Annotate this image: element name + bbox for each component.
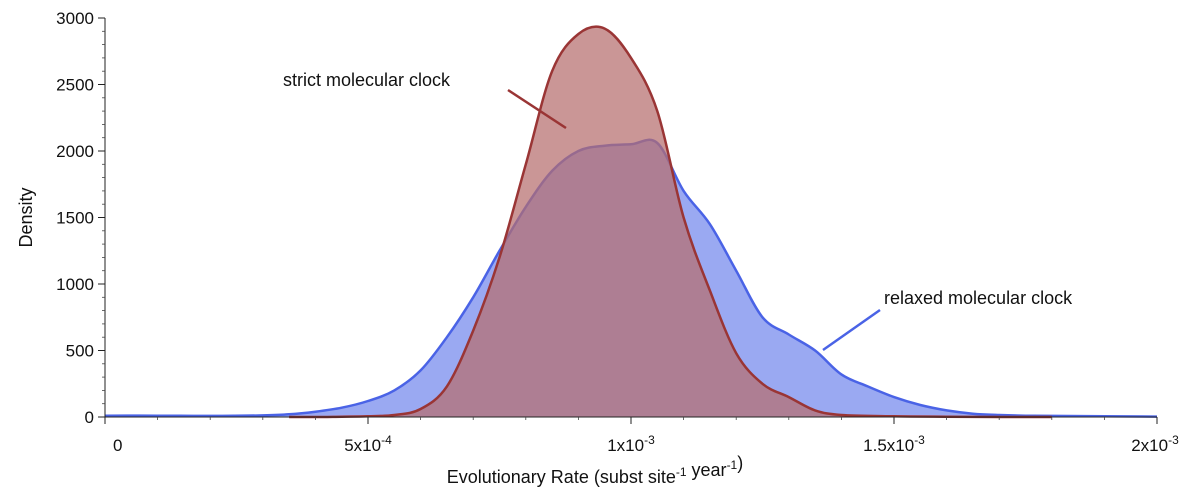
strict-clock-label: strict molecular clock — [283, 70, 451, 90]
y-tick-label: 1500 — [56, 209, 94, 228]
y-tick-label: 0 — [85, 408, 94, 427]
y-tick-label: 3000 — [56, 9, 94, 28]
x-axis-title: Evolutionary Rate (subst site-1 year-1) — [447, 453, 743, 487]
strict-clock-area — [289, 26, 1052, 418]
strict-clock-curve — [289, 25, 1052, 419]
y-tick-label: 2500 — [56, 76, 94, 95]
y-axis-title: Density — [16, 187, 36, 247]
density-areas — [104, 25, 1158, 419]
relaxed-clock-pointer — [822, 308, 881, 352]
relaxed-clock-label: relaxed molecular clock — [884, 288, 1073, 308]
y-tick-label: 500 — [66, 342, 94, 361]
y-tick-label: 1000 — [56, 275, 94, 294]
x-tick-label: 1x10-3 — [607, 433, 655, 455]
y-tick-label: 2000 — [56, 142, 94, 161]
x-tick-label: 1.5x10-3 — [863, 433, 925, 455]
x-tick-label: 2x10-3 — [1131, 433, 1179, 455]
annotations: strict molecular clock relaxed molecular… — [283, 70, 1073, 352]
axis-ticks: 0 500 1000 1500 2000 2500 3000 0 5x10-4 1x10-3 1.5… — [56, 9, 1179, 455]
x-tick-label: 5x10-4 — [344, 433, 392, 455]
strict-clock-pointer — [507, 88, 567, 130]
x-tick-label: 0 — [113, 436, 122, 455]
